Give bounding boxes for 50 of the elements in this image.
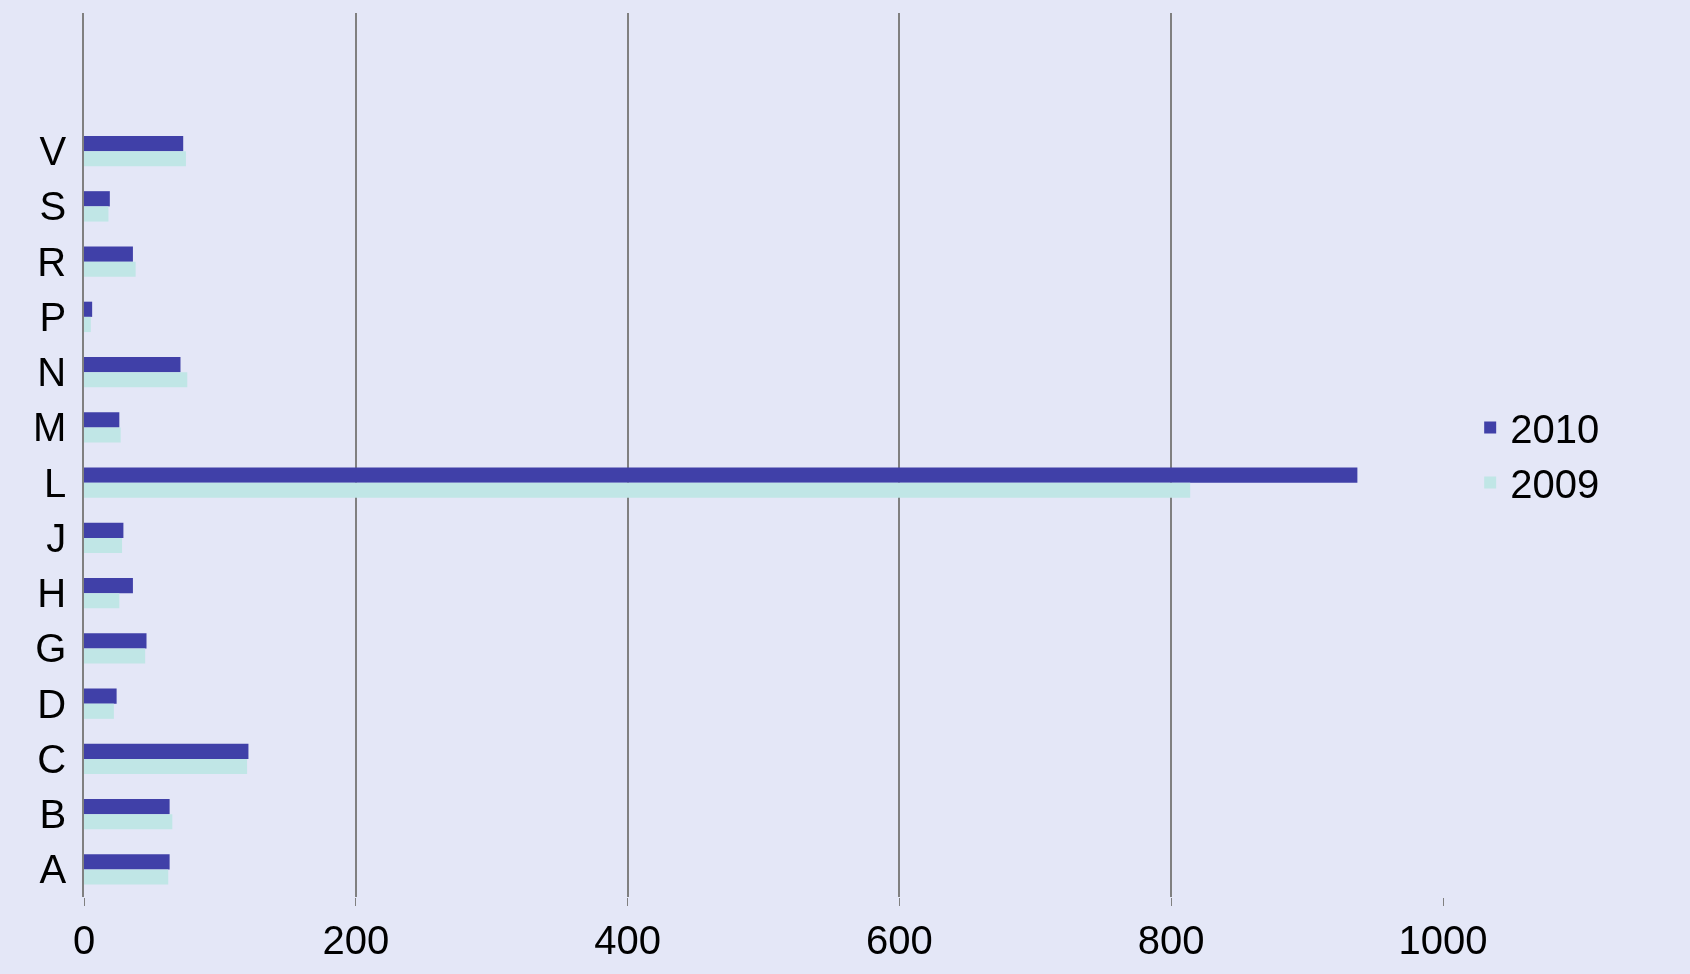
- y-tick-label: A: [39, 847, 67, 892]
- bar: [84, 854, 170, 870]
- bar: [84, 798, 170, 815]
- y-tick-label: L: [44, 460, 67, 505]
- y-tick-label: H: [37, 571, 67, 616]
- y-tick-label: B: [39, 792, 67, 837]
- bar: [84, 688, 117, 704]
- bar: [84, 261, 136, 277]
- x-tick-label: 800: [1137, 918, 1205, 962]
- legend-label: 2009: [1510, 462, 1600, 507]
- bar: [84, 633, 147, 649]
- bar: [84, 869, 169, 885]
- bar: [84, 427, 121, 443]
- y-tick-label: G: [35, 626, 67, 671]
- bar: [84, 412, 120, 428]
- x-tick-label: 200: [322, 918, 390, 962]
- bar: [84, 246, 133, 262]
- bar: [84, 191, 110, 207]
- y-tick-label: V: [39, 129, 67, 174]
- y-tick-label: R: [37, 239, 67, 284]
- y-tick-label: P: [39, 294, 67, 339]
- x-tick-label: 400: [594, 918, 661, 962]
- bar: [84, 135, 184, 152]
- bar: [84, 522, 124, 538]
- bar: [84, 316, 91, 333]
- bar: [84, 743, 249, 759]
- y-tick-label: C: [37, 736, 67, 781]
- bar: [84, 593, 120, 609]
- x-tick-label: 600: [866, 918, 933, 962]
- y-tick-label: N: [37, 350, 67, 395]
- y-tick-label: M: [32, 405, 67, 450]
- bar: [84, 356, 181, 373]
- bar: [84, 577, 133, 594]
- bar: [84, 151, 186, 167]
- bar: [84, 206, 109, 222]
- y-tick-label: S: [39, 184, 67, 229]
- bar: [84, 758, 248, 775]
- y-tick-label: D: [37, 681, 67, 726]
- x-tick-label: 0: [72, 918, 96, 962]
- y-tick-label: J: [46, 515, 67, 560]
- bar: [84, 814, 173, 830]
- bar: [84, 482, 1191, 498]
- bar: [84, 301, 93, 317]
- bar: [84, 648, 146, 664]
- bar: [84, 467, 1358, 483]
- bar: [84, 537, 123, 554]
- bar: [84, 703, 114, 719]
- bar: [84, 372, 188, 388]
- x-tick-label: 1000: [1398, 918, 1488, 962]
- legend-label: 2010: [1510, 407, 1600, 452]
